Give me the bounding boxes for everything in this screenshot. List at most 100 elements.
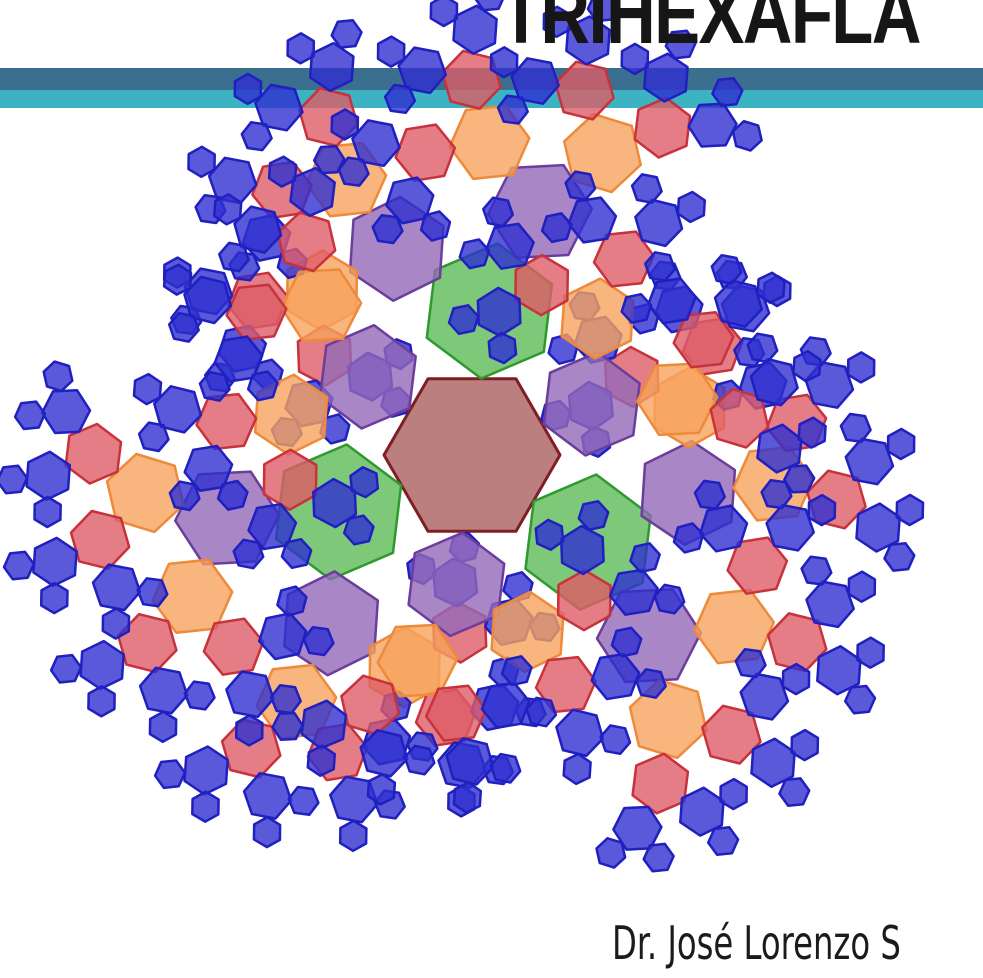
hexagon-blue xyxy=(271,711,304,741)
hexagon-blue xyxy=(234,714,264,747)
hexagon-red xyxy=(631,752,690,815)
hexagon-blue xyxy=(376,35,406,68)
hexagon-blue xyxy=(419,210,452,242)
hexagon-blue xyxy=(500,655,533,687)
hexagon-blue xyxy=(783,464,816,494)
hexagon-blue xyxy=(496,94,529,125)
hexagon-blue xyxy=(595,837,627,869)
hexagon-blue xyxy=(287,785,320,817)
hexagon-blue xyxy=(634,198,684,248)
hexagon-blue xyxy=(49,653,83,684)
hexagon-blue xyxy=(267,155,298,188)
hexagon-blue xyxy=(25,450,72,501)
hexagon-blue xyxy=(136,577,169,608)
hexagon-blue xyxy=(719,777,748,811)
hexagon-blue xyxy=(216,479,249,511)
hexagon-blue xyxy=(306,744,337,777)
hexagon-blue xyxy=(672,522,705,554)
hexagon-center xyxy=(382,377,562,533)
hexagon-blue xyxy=(191,790,220,823)
hexagon-blue xyxy=(32,536,78,588)
author-name: Dr. José Lorenzo S xyxy=(612,916,901,970)
hexagon-blue xyxy=(330,18,363,49)
hexagon-blue xyxy=(839,412,872,444)
hexagon-blue xyxy=(687,102,738,148)
hexagon-orange xyxy=(693,588,776,665)
hexagon-blue xyxy=(542,5,572,39)
hexagon-blue xyxy=(805,580,855,629)
hexagon-blue xyxy=(212,193,243,226)
hexagon-blue xyxy=(644,251,676,282)
hexagon-blue xyxy=(138,666,189,715)
hexagon-red xyxy=(69,509,131,570)
hexagon-blue xyxy=(781,662,811,696)
hexagon-red xyxy=(394,123,457,182)
hexagon-blue xyxy=(620,292,653,324)
hexagon-blue xyxy=(739,672,790,721)
hexagon-blue xyxy=(252,815,282,849)
hexagon-blue xyxy=(187,145,216,179)
hexagon-blue xyxy=(183,680,216,711)
hexagon-blue xyxy=(286,32,316,65)
hexagon-blue xyxy=(807,493,837,527)
hexagon-red xyxy=(633,96,692,159)
hexagon-blue xyxy=(302,625,335,657)
hexagon-blue xyxy=(403,744,436,776)
hexagon-blue xyxy=(232,538,265,570)
hexagon-blue xyxy=(746,332,779,364)
hexagon-blue xyxy=(39,581,69,615)
hexagon-blue xyxy=(586,0,619,23)
hexagon-blue xyxy=(87,685,116,718)
hexagon-blue xyxy=(366,773,397,806)
hexagon-blue xyxy=(458,238,491,270)
hexagon-blue xyxy=(242,771,293,820)
hexagon-blue xyxy=(42,360,74,393)
hexagon-blue xyxy=(555,708,605,758)
hexagon-blue xyxy=(342,514,375,546)
hexagon-red xyxy=(202,617,265,676)
hexagon-blue xyxy=(312,145,346,175)
hexagon-blue xyxy=(676,190,707,224)
hexagon-blue xyxy=(792,350,822,383)
hexagon-blue xyxy=(895,493,925,527)
hexagon-blue xyxy=(13,400,47,431)
hexagon-blue xyxy=(168,480,201,512)
hexagon-blue xyxy=(489,46,519,79)
hexagon-blue xyxy=(693,479,726,510)
hexagon-blue xyxy=(153,759,187,790)
hexagon-blue xyxy=(630,173,663,204)
hexagon-blue xyxy=(487,331,518,365)
hexagon-blue xyxy=(629,542,661,574)
hexagon-blue xyxy=(137,421,170,453)
hexagon-blue xyxy=(883,542,916,572)
hexagon-blue xyxy=(218,241,250,273)
hexagon-blue xyxy=(577,499,610,532)
hexagon-blue xyxy=(731,119,763,152)
hexagon-blue xyxy=(452,4,498,55)
hexagon-blue xyxy=(101,607,131,640)
hexagon-blue xyxy=(0,464,29,495)
hexagon-blue xyxy=(447,304,480,336)
hexagon-blue xyxy=(610,626,643,658)
hexagon-blue xyxy=(482,196,515,228)
hexagon-blue xyxy=(790,728,820,762)
hexagon-blue xyxy=(183,745,229,796)
hexagon-blue xyxy=(642,842,675,873)
hexagon-blue xyxy=(800,555,833,586)
hexagon-blue xyxy=(2,550,36,581)
hexagon-blue xyxy=(474,0,504,12)
hexagon-blue xyxy=(452,781,483,814)
hexagon-blue xyxy=(734,647,767,679)
hexagon-blue xyxy=(300,699,348,750)
hexagon-blue xyxy=(246,370,279,402)
hexagon-blue xyxy=(280,537,313,570)
hexagon-blue xyxy=(198,370,231,402)
hexagon-blue xyxy=(308,41,355,93)
hexagon-blue xyxy=(635,668,667,699)
hexagon-blue xyxy=(383,83,417,115)
hexagon-blue xyxy=(620,42,650,76)
hexagon-blue xyxy=(846,351,876,384)
hexagon-blue xyxy=(167,311,200,343)
hexagon-red xyxy=(554,60,615,121)
hexagon-blue xyxy=(698,504,749,553)
